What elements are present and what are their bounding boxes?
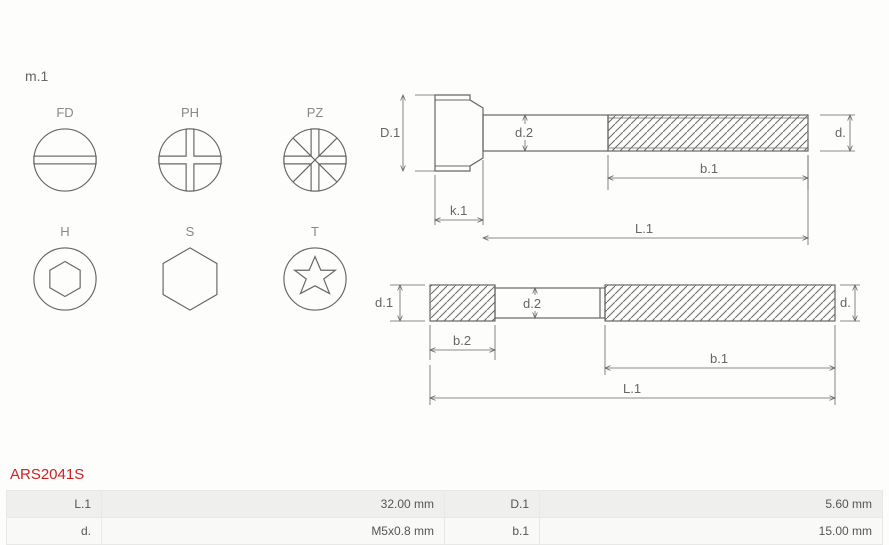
drive-item-pz: PZ [280,105,350,194]
drive-item-ph: PH [155,105,225,194]
spec-label: D.1 [445,491,540,518]
technical-drawings: D.1 d.2 d. k.1 b.1 L.1 [375,60,865,420]
bolt-side-view: D.1 d.2 d. k.1 b.1 L.1 [380,95,855,245]
dim-d1: d.1 [375,295,393,310]
dim-L1-b: L.1 [623,381,641,396]
dim-D1: D.1 [380,125,400,140]
spec-table: L.1 32.00 mm D.1 5.60 mm d. M5x0.8 mm b.… [6,490,883,545]
drive-item-fd: FD [30,105,100,194]
spec-label: d. [7,518,102,545]
dim-d: d. [835,125,846,140]
drive-label: PH [155,105,225,120]
drive-item-s: S [155,224,225,313]
dim-b1-b: b.1 [710,351,728,366]
drive-row-1: FD PH PZ [30,105,350,194]
dim-b2: b.2 [453,333,471,348]
drive-item-h: H [30,224,100,313]
table-row: d. M5x0.8 mm b.1 15.00 mm [7,518,883,545]
dim-d-b: d. [840,295,851,310]
product-code: ARS2041S [10,466,84,483]
drive-item-t: T [280,224,350,313]
drive-row-2: H S T [30,224,350,313]
dim-b1: b.1 [700,161,718,176]
dim-d2: d.2 [515,125,533,140]
spec-value: 15.00 mm [540,518,883,545]
spec-value: M5x0.8 mm [102,518,445,545]
dim-L1: L.1 [635,221,653,236]
dim-k1: k.1 [450,203,467,218]
torx-drive-icon [281,245,349,313]
flat-drive-icon [31,126,99,194]
drive-label: S [155,224,225,239]
spec-value: 32.00 mm [102,491,445,518]
hex-socket-drive-icon [31,245,99,313]
section-label: m.1 [25,68,48,84]
stud-side-view: d.1 d.2 d. b.2 b.1 L.1 [375,285,860,405]
spec-label: b.1 [445,518,540,545]
drive-types-panel: FD PH PZ H [30,105,350,343]
drive-label: FD [30,105,100,120]
pozidriv-drive-icon [281,126,349,194]
drive-label: PZ [280,105,350,120]
phillips-drive-icon [156,126,224,194]
spec-label: L.1 [7,491,102,518]
dim-d2-b: d.2 [523,296,541,311]
hex-head-drive-icon [156,245,224,313]
drive-label: T [280,224,350,239]
table-row: L.1 32.00 mm D.1 5.60 mm [7,491,883,518]
drive-label: H [30,224,100,239]
spec-value: 5.60 mm [540,491,883,518]
